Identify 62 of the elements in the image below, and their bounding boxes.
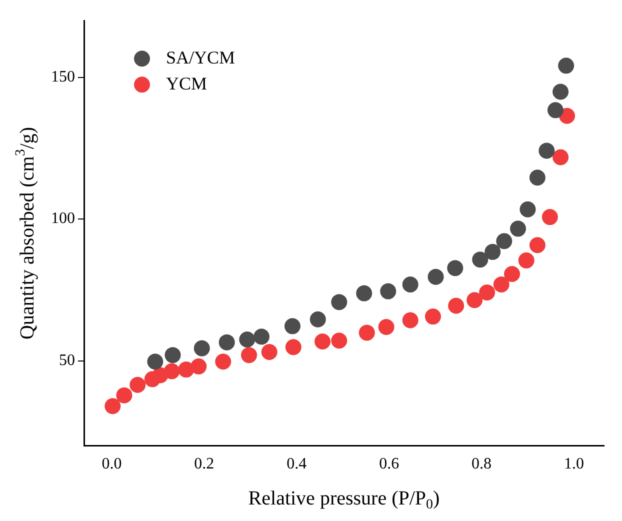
point bbox=[529, 170, 546, 186]
y-tick-label: 150 bbox=[51, 68, 75, 86]
y-tick-label: 50 bbox=[59, 352, 75, 369]
point bbox=[314, 333, 331, 350]
point bbox=[472, 252, 488, 268]
point bbox=[194, 340, 210, 356]
point bbox=[552, 84, 569, 100]
point bbox=[547, 102, 564, 118]
point bbox=[493, 276, 510, 293]
point bbox=[284, 318, 300, 334]
x-tick-label: 0.0 bbox=[102, 456, 122, 473]
point bbox=[402, 312, 418, 328]
legend-label: SA/YCM bbox=[166, 47, 236, 68]
x-tick-label: 1.0 bbox=[564, 456, 584, 473]
point bbox=[542, 209, 558, 226]
point bbox=[380, 283, 396, 300]
point bbox=[190, 358, 207, 374]
point bbox=[218, 334, 235, 350]
point bbox=[130, 376, 146, 393]
point bbox=[484, 244, 501, 260]
point bbox=[241, 347, 258, 364]
point bbox=[310, 311, 326, 328]
x-tick-label: 0.8 bbox=[472, 456, 492, 473]
point bbox=[147, 354, 164, 370]
point bbox=[215, 354, 232, 370]
y-axis-title: Quantity absorbed (cm3/g) bbox=[14, 126, 38, 340]
point bbox=[510, 220, 526, 237]
point bbox=[253, 328, 270, 345]
point bbox=[448, 298, 464, 314]
point bbox=[164, 347, 181, 364]
point bbox=[331, 294, 348, 310]
point bbox=[479, 284, 496, 300]
point bbox=[358, 324, 375, 341]
point bbox=[424, 308, 441, 325]
point bbox=[466, 292, 483, 308]
point bbox=[558, 58, 574, 74]
point bbox=[178, 362, 194, 378]
point bbox=[538, 142, 555, 159]
point bbox=[402, 276, 418, 293]
point bbox=[331, 332, 348, 349]
point bbox=[496, 233, 512, 250]
point bbox=[164, 363, 180, 380]
x-tick-label: 0.6 bbox=[379, 456, 400, 473]
legend-label: YCM bbox=[166, 73, 208, 94]
point bbox=[504, 266, 520, 282]
point bbox=[529, 237, 546, 254]
x-tick-label: 0.2 bbox=[194, 456, 214, 473]
point bbox=[261, 344, 278, 360]
y-tick-label: 100 bbox=[51, 210, 75, 228]
point bbox=[552, 149, 569, 166]
point bbox=[378, 319, 394, 336]
point bbox=[104, 398, 121, 414]
point bbox=[520, 201, 536, 218]
point bbox=[518, 252, 534, 268]
point bbox=[559, 108, 576, 124]
point bbox=[285, 339, 302, 356]
point bbox=[356, 285, 372, 302]
point bbox=[428, 268, 444, 285]
point bbox=[447, 260, 464, 276]
point bbox=[116, 387, 132, 404]
x-tick-label: 0.4 bbox=[286, 456, 307, 473]
point bbox=[239, 332, 256, 348]
